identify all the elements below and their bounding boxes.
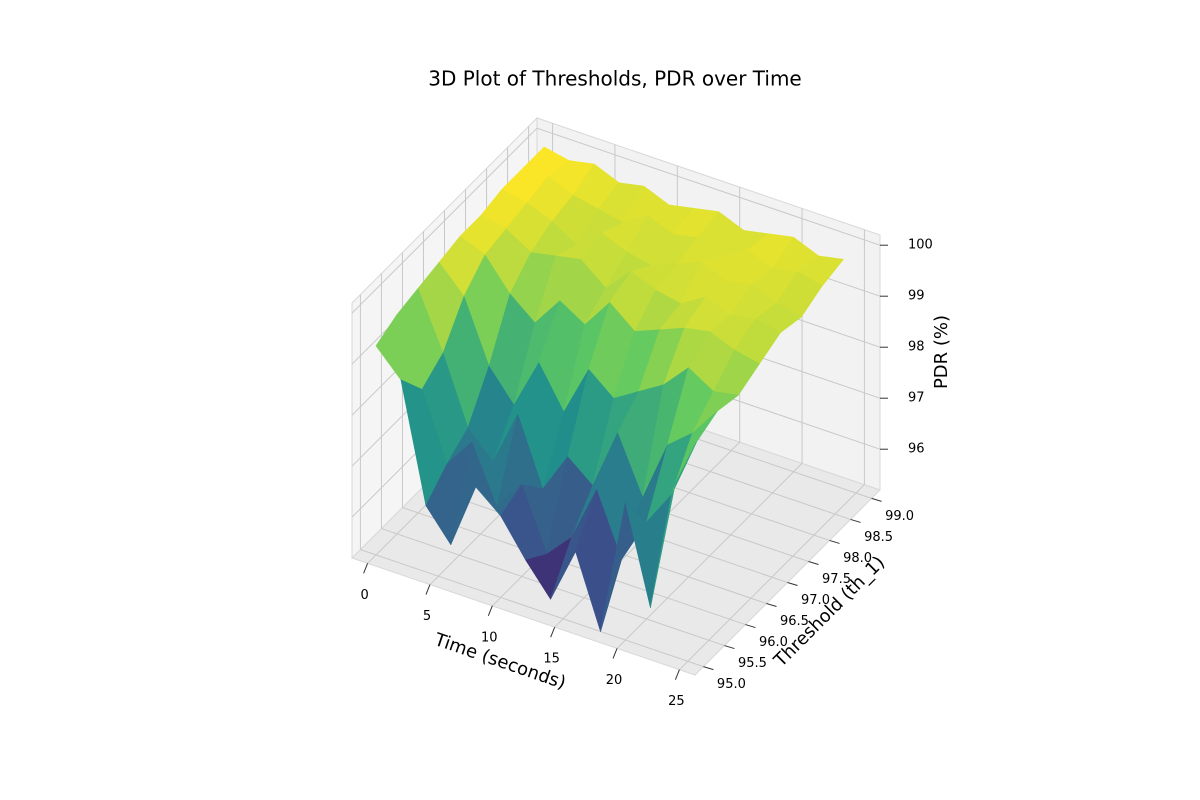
y-tick [745,624,756,629]
z-tick-label: 96 [908,442,925,457]
z-tick-label: 100 [908,238,933,253]
y-tick-label: 99.0 [885,509,914,524]
x-tick [363,563,369,574]
x-tick-label: 25 [668,694,685,709]
y-tick-label: 96.5 [780,614,809,629]
x-tick [674,669,680,680]
x-tick-label: 20 [606,673,623,688]
z-axis-label: PDR (%) [931,315,952,389]
x-tick-label: 5 [423,609,431,624]
y-tick [829,539,840,544]
z-grid-left [351,127,538,314]
y-tick-label: 95.5 [738,656,767,671]
y-tick-label: 98.0 [843,551,872,566]
x-tick [550,626,556,638]
z-tick-label: 98 [908,340,925,355]
y-tick-label: 98.5 [864,530,893,545]
y-tick [871,497,882,502]
x-tick [487,605,493,617]
x-tick-label: 15 [543,652,560,667]
y-grid-floor [360,549,704,668]
z-tick-label: 99 [908,289,925,304]
y-tick [808,560,819,565]
x-tick-label: 0 [360,588,368,603]
chart-title: 3D Plot of Thresholds, PDR over Time [428,67,802,91]
y-tick [787,582,798,586]
y-tick-label: 96.0 [759,635,788,650]
surface-patch [650,441,697,609]
z-tick-label: 97 [908,391,925,406]
y-tick [766,603,777,608]
x-tick-label: 10 [481,630,498,645]
y-tick [724,645,735,650]
y-tick-label: 97.5 [822,572,851,587]
y-tick [850,518,861,523]
x-tick [612,648,618,659]
y-grid-floor [402,507,746,626]
z-grid-back [536,127,881,246]
y-tick-label: 95.0 [717,677,746,692]
x-tick [425,584,431,595]
y-tick [703,666,714,671]
surface [375,146,844,632]
y-tick-label: 97.0 [801,593,830,608]
